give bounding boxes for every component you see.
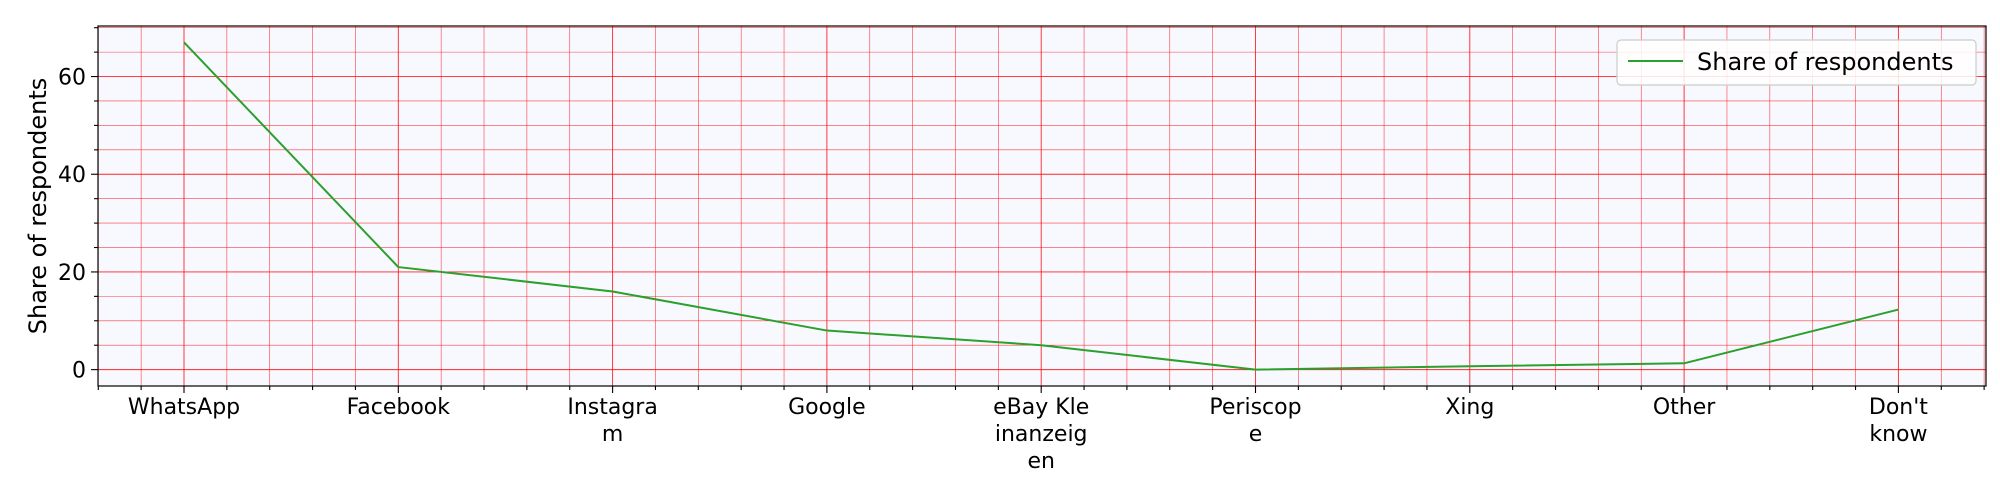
series-layer xyxy=(183,41,1899,371)
y-tick-label: 0 xyxy=(72,359,86,384)
x-tick-label-line: inanzeig xyxy=(995,422,1088,447)
x-tick-label-line: Don't xyxy=(1869,395,1928,420)
x-tick-label-line: Other xyxy=(1653,395,1716,420)
series-line xyxy=(183,41,1899,371)
y-tick-label: 20 xyxy=(58,261,86,286)
y-axis: 0 20 40 60 xyxy=(58,27,98,384)
x-tick-label: Instagra m xyxy=(567,395,658,447)
x-tick-label-line: Instagra xyxy=(567,395,658,420)
x-tick-label: Don't know xyxy=(1869,395,1928,447)
x-tick-label: Other xyxy=(1653,395,1716,420)
legend-box xyxy=(1616,39,1977,86)
x-tick-label-line: m xyxy=(602,422,623,447)
x-tick-label-line: Google xyxy=(788,395,866,420)
plot-background xyxy=(98,26,1986,386)
y-tick-label: 40 xyxy=(58,163,86,188)
x-tick-label: Google xyxy=(788,395,866,420)
x-tick-label-line: e xyxy=(1249,422,1263,447)
x-tick-label-line: know xyxy=(1869,422,1927,447)
x-tick-label-line: Periscop xyxy=(1209,395,1301,420)
x-tick-label: Facebook xyxy=(347,395,451,420)
x-tick-label: WhatsApp xyxy=(128,395,240,420)
x-axis: WhatsApp Facebook Instagra m Google eBay Kle i… xyxy=(97,386,1985,474)
x-tick-label: Periscop e xyxy=(1209,395,1301,447)
y-tick-label: 60 xyxy=(58,66,86,91)
legend: Share of respondents xyxy=(1616,39,1977,86)
y-axis-title: Share of respondents xyxy=(24,78,52,335)
x-tick-label: Xing xyxy=(1445,395,1494,420)
x-tick-label-line: Xing xyxy=(1445,395,1494,420)
legend-label: Share of respondents xyxy=(1697,48,1954,76)
x-tick-label-line: eBay Kle xyxy=(993,395,1089,420)
x-tick-label-line: WhatsApp xyxy=(128,395,240,420)
major-grid xyxy=(98,26,1986,386)
x-tick-label-line: en xyxy=(1027,449,1054,474)
x-tick-label-line: Facebook xyxy=(347,395,451,420)
plot-frame xyxy=(97,25,1987,387)
x-tick-label: eBay Kle inanzeig en xyxy=(993,395,1089,474)
